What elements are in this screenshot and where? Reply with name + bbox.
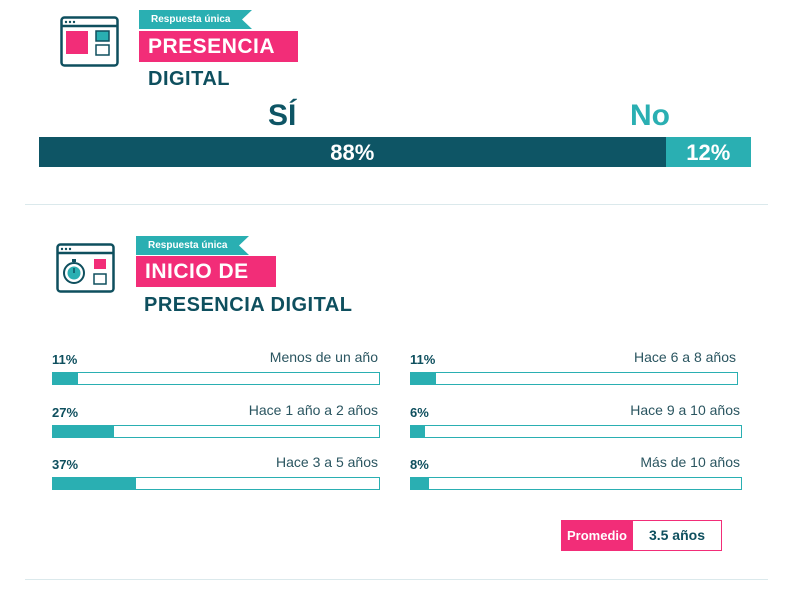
- bar-percentage: 37%: [52, 457, 79, 472]
- bar-fill: [53, 426, 114, 437]
- bar-item: 11% Menos de un año: [52, 349, 380, 394]
- bar-track: [410, 477, 742, 490]
- no-label: No: [630, 99, 670, 132]
- bar-percentage: 11%: [52, 352, 78, 367]
- bar-fill: [411, 426, 425, 437]
- response-type-tag: Respuesta única: [136, 236, 249, 255]
- average-label: Promedio: [561, 520, 632, 551]
- bar-category-label: Hace 9 a 10 años: [630, 402, 740, 418]
- section-title: PRESENCIA: [139, 31, 298, 62]
- section-subtitle: PRESENCIA DIGITAL: [144, 294, 353, 316]
- bar-fill: [411, 373, 436, 384]
- yes-label: SÍ: [268, 99, 297, 132]
- bar-fill: [411, 478, 430, 489]
- browser-window-icon: [60, 16, 119, 67]
- bar-category-label: Hace 1 año a 2 años: [248, 402, 378, 418]
- bar-category-label: Menos de un año: [269, 349, 378, 365]
- bar-percentage: 8%: [410, 457, 429, 472]
- no-segment: 12%: [665, 137, 751, 167]
- bar-track: [52, 372, 380, 385]
- bar-item: 37% Hace 3 a 5 años: [52, 454, 380, 499]
- bar-percentage: 6%: [410, 405, 429, 420]
- bar-category-label: Más de 10 años: [640, 454, 740, 470]
- section-title: INICIO DE: [136, 256, 276, 287]
- response-type-tag: Respuesta única: [139, 10, 252, 29]
- bar-track: [52, 477, 380, 490]
- bar-category-label: Hace 3 a 5 años: [276, 454, 378, 470]
- browser-stopwatch-icon: [56, 243, 115, 293]
- bar-category-label: Hace 6 a 8 años: [634, 349, 736, 365]
- average-value: 3.5 años: [631, 520, 722, 551]
- average-badge: Promedio 3.5 años: [561, 520, 722, 551]
- bar-item: 6% Hace 9 a 10 años: [410, 402, 742, 447]
- bar-track: [410, 372, 738, 385]
- bar-percentage: 27%: [52, 405, 79, 420]
- bar-percentage: 11%: [410, 352, 436, 367]
- bar-item: 11% Hace 6 a 8 años: [410, 349, 738, 394]
- bar-track: [410, 425, 742, 438]
- section-subtitle: DIGITAL: [148, 68, 231, 90]
- section-divider: [25, 579, 768, 580]
- bar-fill: [53, 478, 137, 489]
- bar-item: 27% Hace 1 año a 2 años: [52, 402, 380, 447]
- section-divider: [25, 204, 768, 205]
- bar-fill: [53, 373, 78, 384]
- yes-segment: 88%: [39, 137, 666, 167]
- bar-track: [52, 425, 380, 438]
- bar-item: 8% Más de 10 años: [410, 454, 742, 499]
- presence-stacked-bar: 88% 12%: [39, 137, 751, 167]
